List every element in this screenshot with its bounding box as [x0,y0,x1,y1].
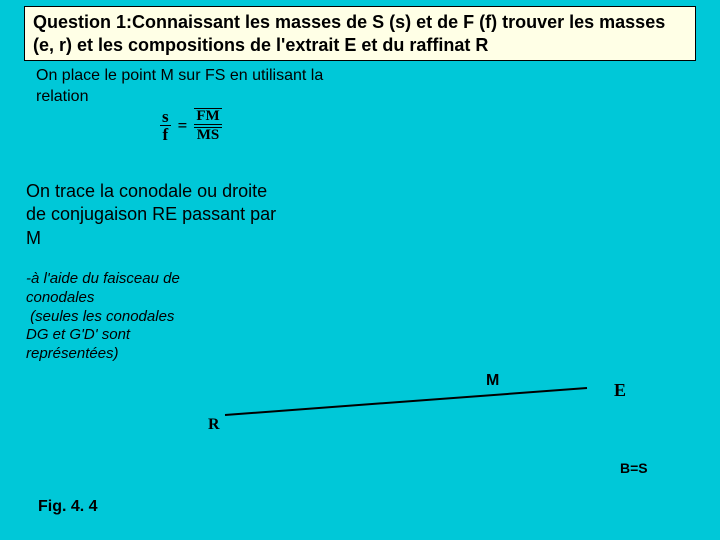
formula-equals: = [175,116,191,136]
intro-text: On place le point M sur FS en utilisant … [36,66,376,108]
conodale-text: On trace la conodale ou droite de conjug… [26,180,286,250]
faisceau-text: -à l'aide du faisceau deconodales (seule… [26,270,236,364]
question-text: Question 1:Connaissant les masses de S (… [33,12,665,55]
formula-right-fraction: FM MS [194,108,221,143]
slide: Question 1:Connaissant les masses de S (… [0,0,720,540]
formula: s f = FM MS [160,108,222,143]
formula-fm: FM [194,108,221,125]
formula-ms: MS [194,127,221,143]
label-r: R [208,416,220,434]
figure-caption: Fig. 4. 4 [38,498,98,516]
formula-f: f [160,126,171,143]
line-re [225,388,587,415]
label-m: M [486,372,499,390]
formula-s: s [160,108,171,126]
question-box: Question 1:Connaissant les masses de S (… [24,6,696,61]
formula-left-fraction: s f [160,108,171,143]
label-bs: B=S [620,460,648,476]
label-e: E [614,380,626,401]
